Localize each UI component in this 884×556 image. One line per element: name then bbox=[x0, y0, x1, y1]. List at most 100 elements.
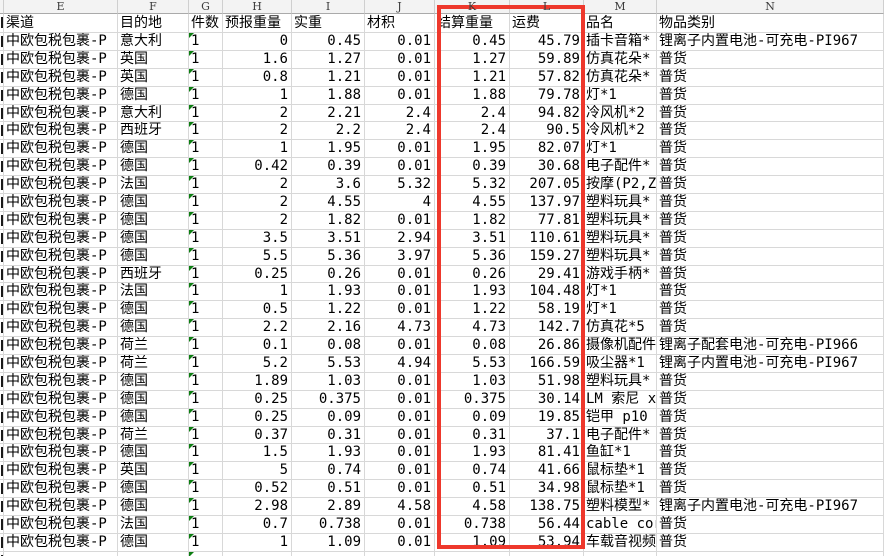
cell-destination[interactable]: 德国 bbox=[118, 480, 189, 499]
cell-settlement-weight[interactable]: 4.58 bbox=[435, 498, 510, 517]
cell-pieces[interactable]: 1 bbox=[189, 86, 223, 105]
cell-channel[interactable]: 中欧包税包裹-P bbox=[4, 33, 118, 51]
cell-pieces[interactable]: 1 bbox=[189, 319, 223, 338]
cell-channel[interactable]: 中欧包税包裹-P bbox=[4, 319, 118, 338]
cell-destination[interactable]: 德国 bbox=[118, 301, 189, 320]
cell-destination[interactable]: 德国 bbox=[118, 372, 189, 391]
cell-actual-weight[interactable]: 5.36 bbox=[292, 247, 365, 266]
cell-product-name[interactable]: 鼠标垫*1 bbox=[584, 462, 657, 481]
cell-shipping-fee[interactable]: 77.81 bbox=[510, 211, 584, 230]
cell-item-category[interactable]: 普货 bbox=[657, 408, 884, 427]
cell-channel[interactable]: 中欧包税包裹-P bbox=[4, 408, 118, 427]
cell-channel[interactable]: 中欧包税包裹-P bbox=[4, 211, 118, 230]
cell-shipping-fee[interactable]: 207.05 bbox=[510, 176, 584, 195]
cell-channel[interactable]: 中欧包税包裹-P bbox=[4, 533, 118, 552]
cell-shipping-fee[interactable]: 81.41 bbox=[510, 444, 584, 463]
cell-actual-weight[interactable]: 3.51 bbox=[292, 229, 365, 248]
column-header-N[interactable]: N bbox=[657, 0, 884, 14]
cell-destination[interactable]: 德国 bbox=[118, 158, 189, 177]
cell-settlement-weight[interactable]: 5.32 bbox=[435, 176, 510, 195]
cell-item-category[interactable]: 普货 bbox=[657, 122, 884, 141]
cell-volume-weight[interactable]: 2.94 bbox=[365, 229, 435, 248]
cell-actual-weight[interactable]: 1.21 bbox=[292, 68, 365, 87]
cell-channel[interactable]: 中欧包税包裹-P bbox=[4, 390, 118, 409]
cell-forecast-weight[interactable]: 2 bbox=[223, 211, 292, 230]
cell-product-name[interactable]: 吸尘器*1 bbox=[584, 355, 657, 373]
cell-actual-weight[interactable]: 0.26 bbox=[292, 265, 365, 284]
cell-volume-weight[interactable]: 4.58 bbox=[365, 498, 435, 517]
cell-channel[interactable]: 中欧包税包裹-P bbox=[4, 176, 118, 195]
cell-settlement-weight[interactable]: 0.51 bbox=[435, 480, 510, 499]
cell-pieces[interactable]: 1 bbox=[189, 480, 223, 499]
cell-channel[interactable]: 中欧包税包裹-P bbox=[4, 247, 118, 266]
cell-product-name[interactable]: 塑料玩具* bbox=[584, 247, 657, 266]
cell-product-name[interactable]: 灯*1 bbox=[584, 283, 657, 302]
cell-destination[interactable]: 英国 bbox=[118, 50, 189, 69]
column-header-I[interactable]: I bbox=[292, 0, 365, 14]
cell-settlement-weight[interactable]: 1.95 bbox=[435, 140, 510, 159]
cell-product-name[interactable]: 铠甲 p10 bbox=[584, 408, 657, 427]
cell-destination[interactable]: 德国 bbox=[118, 498, 189, 517]
cell-channel[interactable]: 中欧包税包裹-P bbox=[4, 104, 118, 123]
cell-actual-weight[interactable]: 0.74 bbox=[292, 462, 365, 481]
cell-shipping-fee[interactable]: 53.94 bbox=[510, 533, 584, 552]
cell-shipping-fee[interactable]: 104.48 bbox=[510, 283, 584, 302]
cell-settlement-weight[interactable]: 1.88 bbox=[435, 86, 510, 105]
cell-pieces[interactable]: 1 bbox=[189, 426, 223, 445]
column-header-M[interactable]: M bbox=[584, 0, 657, 14]
cell-shipping-fee[interactable]: 110.61 bbox=[510, 229, 584, 248]
cell-product-name[interactable]: 仿真花*5 bbox=[584, 319, 657, 338]
cell-volume-weight[interactable]: 0.01 bbox=[365, 265, 435, 284]
header-cell-product-name[interactable]: 品名 bbox=[584, 14, 657, 33]
cell-shipping-fee[interactable]: 51.98 bbox=[510, 372, 584, 391]
cell-channel[interactable]: 中欧包税包裹-P bbox=[4, 265, 118, 284]
cell-actual-weight[interactable]: 0.09 bbox=[292, 408, 365, 427]
cell-actual-weight[interactable]: 1.93 bbox=[292, 444, 365, 463]
cell-volume-weight[interactable]: 4 bbox=[365, 194, 435, 212]
cell-actual-weight[interactable]: 4.55 bbox=[292, 194, 365, 212]
cell-destination[interactable]: 德国 bbox=[118, 533, 189, 552]
cell-pieces[interactable]: 1 bbox=[189, 194, 223, 212]
cell-pieces[interactable]: 1 bbox=[189, 498, 223, 517]
cell-volume-weight[interactable]: 0.01 bbox=[365, 283, 435, 302]
cell-shipping-fee[interactable]: 34.98 bbox=[510, 480, 584, 499]
cell-item-category[interactable]: 锂离子配套电池-可充电-PI966 bbox=[657, 337, 884, 356]
cell-shipping-fee[interactable]: 138.75 bbox=[510, 498, 584, 517]
cell-product-name[interactable]: LM 索尼 x bbox=[584, 390, 657, 409]
cell-channel[interactable]: 中欧包税包裹-P bbox=[4, 283, 118, 302]
cell-volume-weight[interactable]: 0.01 bbox=[365, 480, 435, 499]
cell-actual-weight[interactable]: 1.95 bbox=[292, 140, 365, 159]
cell-item-category[interactable]: 普货 bbox=[657, 426, 884, 445]
cell-shipping-fee[interactable]: 57.82 bbox=[510, 68, 584, 87]
cell-settlement-weight[interactable]: 0.738 bbox=[435, 516, 510, 534]
cell-pieces[interactable]: 1 bbox=[189, 283, 223, 302]
cell-item-category[interactable]: 普货 bbox=[657, 516, 884, 534]
cell-actual-weight[interactable]: 2.16 bbox=[292, 319, 365, 338]
cell-destination[interactable]: 法国 bbox=[118, 176, 189, 195]
cell-pieces[interactable]: 1 bbox=[189, 516, 223, 534]
cell-actual-weight[interactable]: 1.93 bbox=[292, 283, 365, 302]
cell-settlement-weight[interactable]: 2.4 bbox=[435, 104, 510, 123]
column-header-K[interactable]: K bbox=[435, 0, 510, 14]
cell-pieces[interactable]: 1 bbox=[189, 33, 223, 51]
cell-product-name[interactable]: 游戏手柄* bbox=[584, 265, 657, 284]
cell-item-category[interactable]: 普货 bbox=[657, 462, 884, 481]
header-cell-settlement-weight[interactable]: 结算重量 bbox=[435, 14, 510, 33]
cell-volume-weight[interactable]: 0.01 bbox=[365, 372, 435, 391]
cell-item-category[interactable]: 普货 bbox=[657, 533, 884, 552]
cell-channel[interactable]: 中欧包税包裹-P bbox=[4, 462, 118, 481]
cell-settlement-weight[interactable]: 3.51 bbox=[435, 229, 510, 248]
cell-volume-weight[interactable] bbox=[365, 551, 435, 556]
cell-settlement-weight[interactable]: 0.375 bbox=[435, 390, 510, 409]
cell-actual-weight[interactable]: 0.51 bbox=[292, 480, 365, 499]
cell-actual-weight[interactable]: 2.89 bbox=[292, 498, 365, 517]
cell-product-name[interactable]: 灯*1 bbox=[584, 140, 657, 159]
cell-destination[interactable]: 西班牙 bbox=[118, 265, 189, 284]
cell-settlement-weight[interactable]: 0.08 bbox=[435, 337, 510, 356]
cell-actual-weight[interactable]: 1.82 bbox=[292, 211, 365, 230]
cell-actual-weight[interactable]: 0.39 bbox=[292, 158, 365, 177]
cell-volume-weight[interactable]: 0.01 bbox=[365, 50, 435, 69]
cell-forecast-weight[interactable]: 0.7 bbox=[223, 516, 292, 534]
cell-destination[interactable] bbox=[118, 551, 189, 556]
cell-channel[interactable]: 中欧包税包裹-P bbox=[4, 86, 118, 105]
